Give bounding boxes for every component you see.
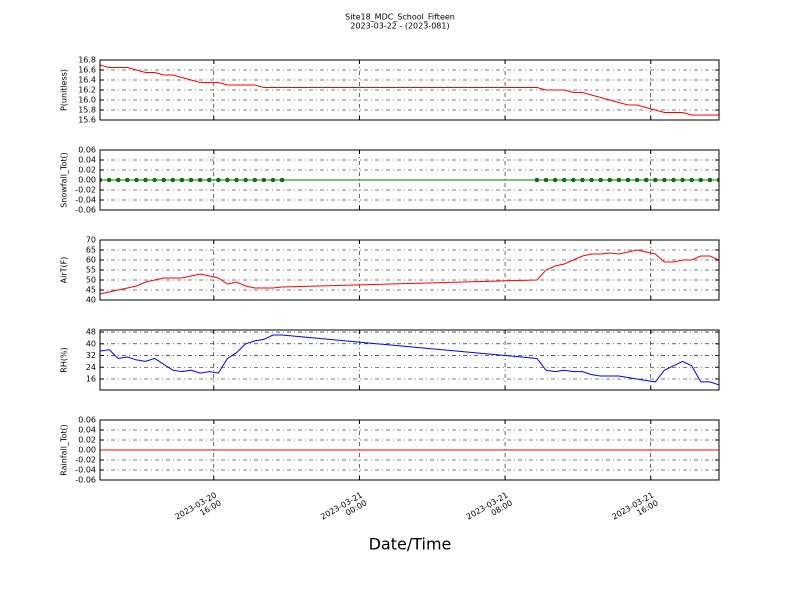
data-point — [534, 177, 540, 183]
data-point — [152, 177, 157, 183]
axes-frame — [99, 239, 720, 301]
data-point — [225, 177, 230, 183]
data-point — [643, 177, 649, 183]
axes-frame — [99, 59, 720, 121]
data-point — [207, 177, 212, 183]
data-point — [270, 177, 276, 183]
axes-frame — [99, 329, 720, 391]
data-point — [261, 177, 267, 183]
data-point — [616, 177, 622, 183]
data-point — [179, 177, 185, 183]
y-tick-label: 0.00 — [78, 446, 96, 455]
y-tick-label: -0.06 — [75, 476, 96, 485]
data-point — [125, 177, 130, 183]
x-tick-label: 2023-03-2108:00 — [465, 490, 514, 529]
y-tick-label: 48 — [86, 328, 96, 337]
data-point — [562, 177, 567, 183]
y-tick-label: 16.8 — [78, 56, 96, 65]
y-tick-label: 40 — [86, 339, 96, 348]
data-point — [106, 177, 112, 183]
data-point — [580, 177, 585, 183]
y-tick-label: -0.04 — [75, 466, 96, 475]
y-tick-label: -0.06 — [75, 206, 96, 215]
y-tick-label: -0.02 — [75, 186, 96, 195]
data-point — [707, 177, 713, 183]
y-tick-label: 16.4 — [78, 76, 96, 85]
data-point — [252, 177, 257, 183]
y-axis-label: RH(%) — [60, 347, 69, 372]
y-tick-label: 16.2 — [78, 86, 96, 95]
y-tick-label: 60 — [86, 256, 96, 265]
x-tick-label: 2023-03-2116:00 — [610, 490, 659, 529]
data-line — [100, 64, 719, 116]
data-point — [116, 177, 121, 183]
y-tick-label: 0.04 — [78, 426, 96, 435]
data-point — [552, 177, 558, 183]
y-tick-label: 70 — [86, 236, 96, 245]
plot-area — [100, 64, 719, 116]
y-tick-label: 0.06 — [78, 416, 96, 425]
y-tick-label: 24 — [86, 363, 96, 372]
y-tick-label: 0.00 — [78, 176, 96, 185]
plot-area — [100, 334, 719, 386]
data-point — [598, 177, 603, 183]
y-tick-label: 40 — [86, 296, 96, 305]
plot-area — [100, 249, 719, 295]
data-point — [689, 177, 694, 183]
x-axis-label: Date/Time — [369, 535, 452, 554]
x-tick-label: 2023-03-2100:00 — [319, 490, 368, 529]
data-point — [698, 177, 703, 183]
chart-title: Site18_MDC_School_Fifteen — [345, 13, 455, 22]
plot-area — [100, 177, 719, 183]
y-tick-label: 0.02 — [78, 166, 96, 175]
data-point — [607, 177, 612, 183]
x-tick-label: 2023-03-2016:00 — [173, 490, 222, 529]
data-line — [100, 334, 719, 386]
y-tick-label: 16.6 — [78, 66, 96, 75]
y-tick-label: 16 — [86, 374, 96, 383]
y-tick-label: 0.04 — [78, 156, 96, 165]
y-axis-label: AirT(F) — [60, 257, 69, 284]
y-tick-label: 50 — [86, 276, 96, 285]
data-point — [589, 177, 594, 183]
data-point — [143, 177, 148, 183]
data-line — [100, 249, 719, 295]
data-point — [634, 177, 640, 183]
chart-subtitle: 2023-03-22 - (2023-081) — [350, 22, 449, 31]
axes-frame — [99, 419, 720, 481]
y-tick-label: 45 — [86, 286, 96, 295]
data-point — [625, 177, 631, 183]
data-point — [680, 177, 685, 183]
data-point — [279, 177, 285, 183]
data-point — [571, 177, 576, 183]
axes-frame — [99, 149, 720, 211]
y-tick-label: 0.06 — [78, 146, 96, 155]
y-tick-label: 55 — [86, 266, 96, 275]
data-point — [161, 177, 166, 183]
y-tick-label: -0.04 — [75, 196, 96, 205]
y-tick-label: 65 — [86, 246, 96, 255]
y-tick-label: 0.02 — [78, 436, 96, 445]
y-tick-label: 15.6 — [78, 116, 96, 125]
data-point — [170, 177, 176, 183]
y-tick-label: 32 — [86, 351, 96, 360]
y-axis-label: Rainfall_Tot() — [60, 424, 69, 476]
y-axis-label: Snowfall_Tot() — [60, 152, 69, 208]
data-point — [234, 177, 239, 183]
y-tick-label: -0.02 — [75, 456, 96, 465]
y-tick-label: 15.8 — [78, 106, 96, 115]
data-point — [653, 177, 658, 183]
data-point — [543, 177, 549, 183]
data-point — [662, 177, 667, 183]
data-point — [188, 177, 194, 183]
y-axis-label: P(unitless) — [60, 69, 69, 111]
y-tick-label: 16.0 — [78, 96, 96, 105]
data-point — [243, 177, 248, 183]
data-point — [216, 177, 221, 183]
data-point — [197, 177, 203, 183]
data-point — [671, 177, 676, 183]
data-point — [134, 177, 139, 183]
